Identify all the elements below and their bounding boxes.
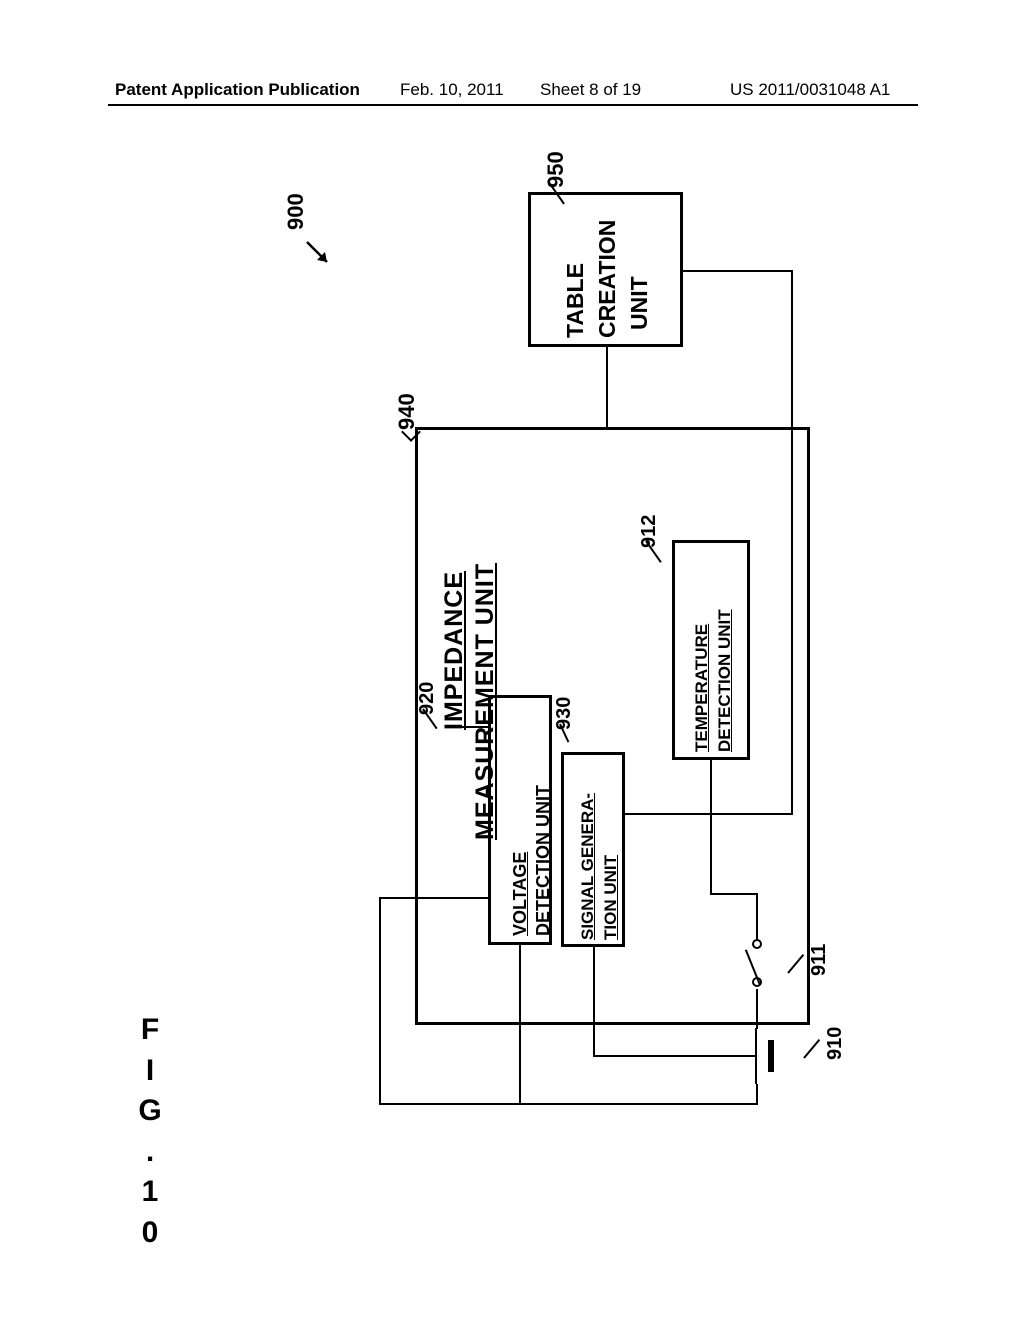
battery-plate (768, 1040, 774, 1072)
wire (756, 1084, 758, 1104)
wire (756, 893, 758, 941)
ref-920: 920 (416, 682, 439, 715)
wire (519, 1103, 758, 1105)
leader-line (803, 1039, 820, 1059)
arrow-icon (305, 240, 335, 270)
block-920-label: DETECTION UNIT (533, 785, 554, 936)
block-912-label: TEMPERATURE (692, 624, 712, 752)
wire (710, 893, 758, 895)
ref-900: 900 (283, 193, 309, 230)
wire (593, 1055, 756, 1057)
ref-950: 950 (543, 151, 569, 188)
wire (593, 947, 595, 1057)
ref-940: 940 (394, 393, 420, 430)
wire (710, 760, 712, 895)
battery-plate (755, 1028, 757, 1084)
leader-line (448, 726, 488, 728)
wire (379, 897, 381, 1105)
block-912-label: DETECTION UNIT (715, 609, 735, 752)
header-rule (108, 104, 918, 106)
block-930-label: SIGNAL GENERA- (578, 793, 598, 940)
ref-912: 912 (638, 515, 661, 548)
header-date: Feb. 10, 2011 (400, 80, 504, 100)
header-publication: Patent Application Publication (115, 80, 360, 100)
figlabel-char: I (138, 1051, 168, 1092)
header-pubno: US 2011/0031048 A1 (730, 80, 890, 100)
patent-page: Patent Application Publication Feb. 10, … (0, 0, 1024, 1320)
ref-930: 930 (553, 697, 576, 730)
wire (683, 270, 793, 272)
block-950-label: TABLE (562, 263, 589, 338)
block-950-label: UNIT (626, 276, 653, 330)
block-930-label: TION UNIT (601, 855, 621, 940)
figlabel-char: F (138, 1010, 168, 1051)
figlabel-char: 0 (138, 1213, 168, 1254)
figlabel-char: 1 (138, 1172, 168, 1213)
header-sheet: Sheet 8 of 19 (540, 80, 641, 100)
figure-10: F I G . 1 0 900 950 TABLE CREATION UNIT … (108, 140, 918, 1200)
block-940-label: IMPEDANCE (440, 571, 469, 730)
wire (519, 945, 521, 1105)
block-950-label: CREATION (594, 220, 621, 338)
switch-terminal (752, 939, 762, 949)
wire (606, 347, 608, 427)
ref-910: 910 (824, 1027, 847, 1060)
ref-911: 911 (808, 944, 831, 976)
block-920-label: VOLTAGE (510, 852, 531, 936)
figlabel-char: G (138, 1091, 168, 1132)
wire (756, 989, 758, 1029)
figlabel-char: . (138, 1132, 168, 1173)
figure-label: F I G . 1 0 (138, 1010, 168, 1253)
wire (379, 897, 490, 899)
wire (379, 1103, 521, 1105)
